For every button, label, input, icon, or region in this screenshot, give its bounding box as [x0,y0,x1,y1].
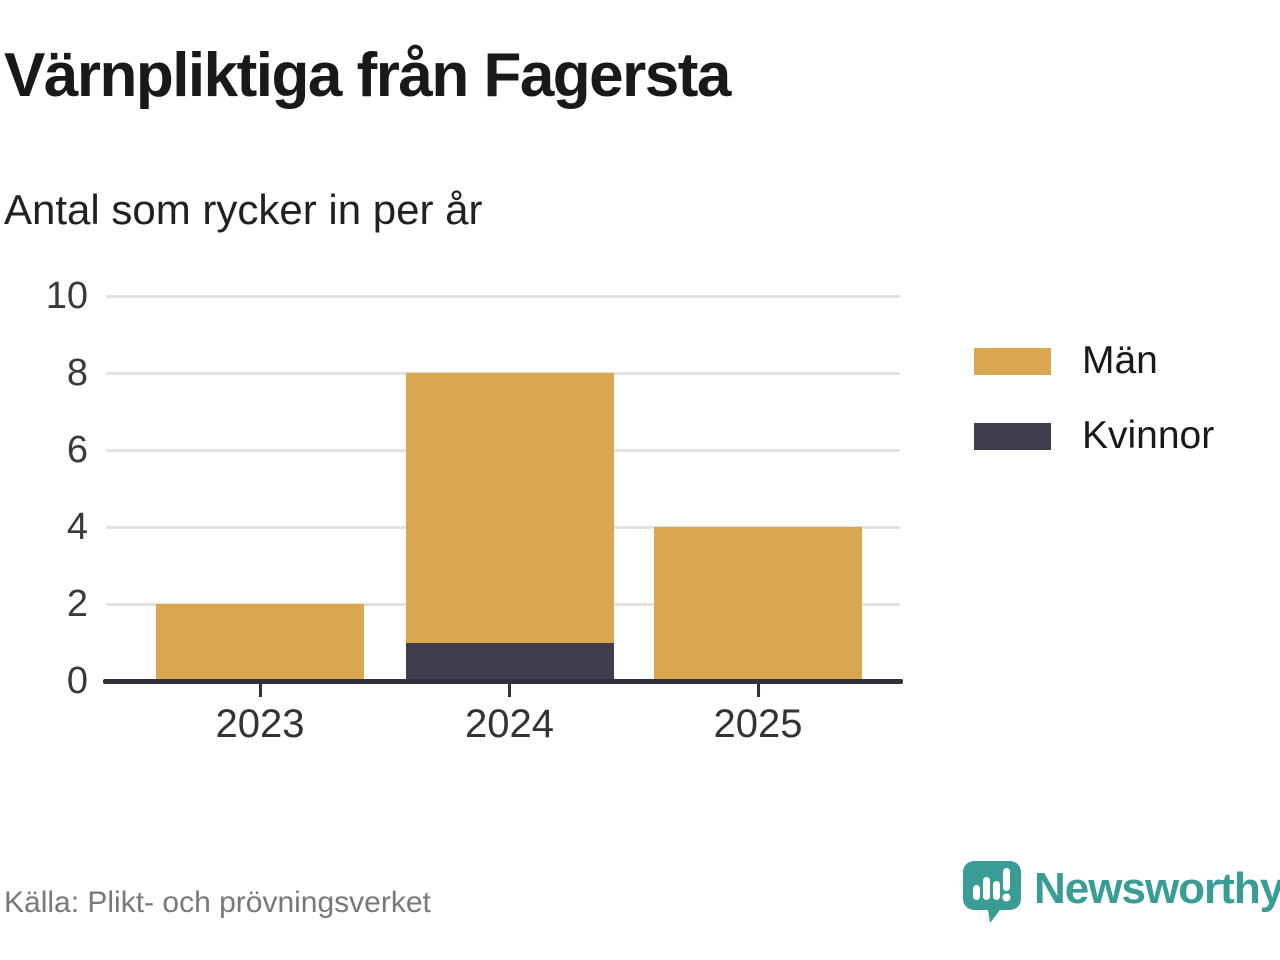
bar-segment-män-2024 [405,373,614,643]
x-tick-label: 2025 [713,702,803,746]
legend-item-kvinnor: Kvinnor [974,414,1214,458]
legend-item-män: Män [974,339,1214,383]
x-axis-tick [756,684,760,697]
y-tick-label: 6 [66,429,88,471]
x-axis-tick [508,684,511,697]
x-axis-tick [258,684,262,697]
newsworthy-logo-icon [963,861,1021,923]
source-attribution: Källa: Plikt- och prövningsverket [4,886,431,919]
chart-subtitle: Antal som rycker in per år [4,186,483,233]
y-tick-label: 0 [66,660,88,702]
legend-label: Kvinnor [1082,414,1215,457]
bar-segment-män-2023 [156,604,364,681]
gridline [106,295,900,298]
chart-title: Värnpliktiga från Fagersta [4,41,731,110]
x-tick-label: 2023 [215,702,305,746]
bar-segment-kvinnor-2024 [405,642,614,681]
y-tick-label: 8 [66,352,88,394]
x-tick-label: 2024 [465,702,554,746]
y-tick-label: 10 [45,275,88,317]
legend-swatch-kvinnor [974,422,1051,450]
brand-name: Newsworthy [1034,864,1280,913]
newsworthy-logo[interactable]: Newsworthy [962,860,1280,923]
legend-label: Män [1082,339,1158,382]
legend: Män Kvinnor [974,339,1214,489]
bar-segment-män-2025 [654,527,862,681]
x-axis-line [103,679,903,684]
legend-swatch-män [974,347,1051,375]
y-tick-label: 4 [66,506,88,548]
y-tick-label: 2 [66,583,88,625]
